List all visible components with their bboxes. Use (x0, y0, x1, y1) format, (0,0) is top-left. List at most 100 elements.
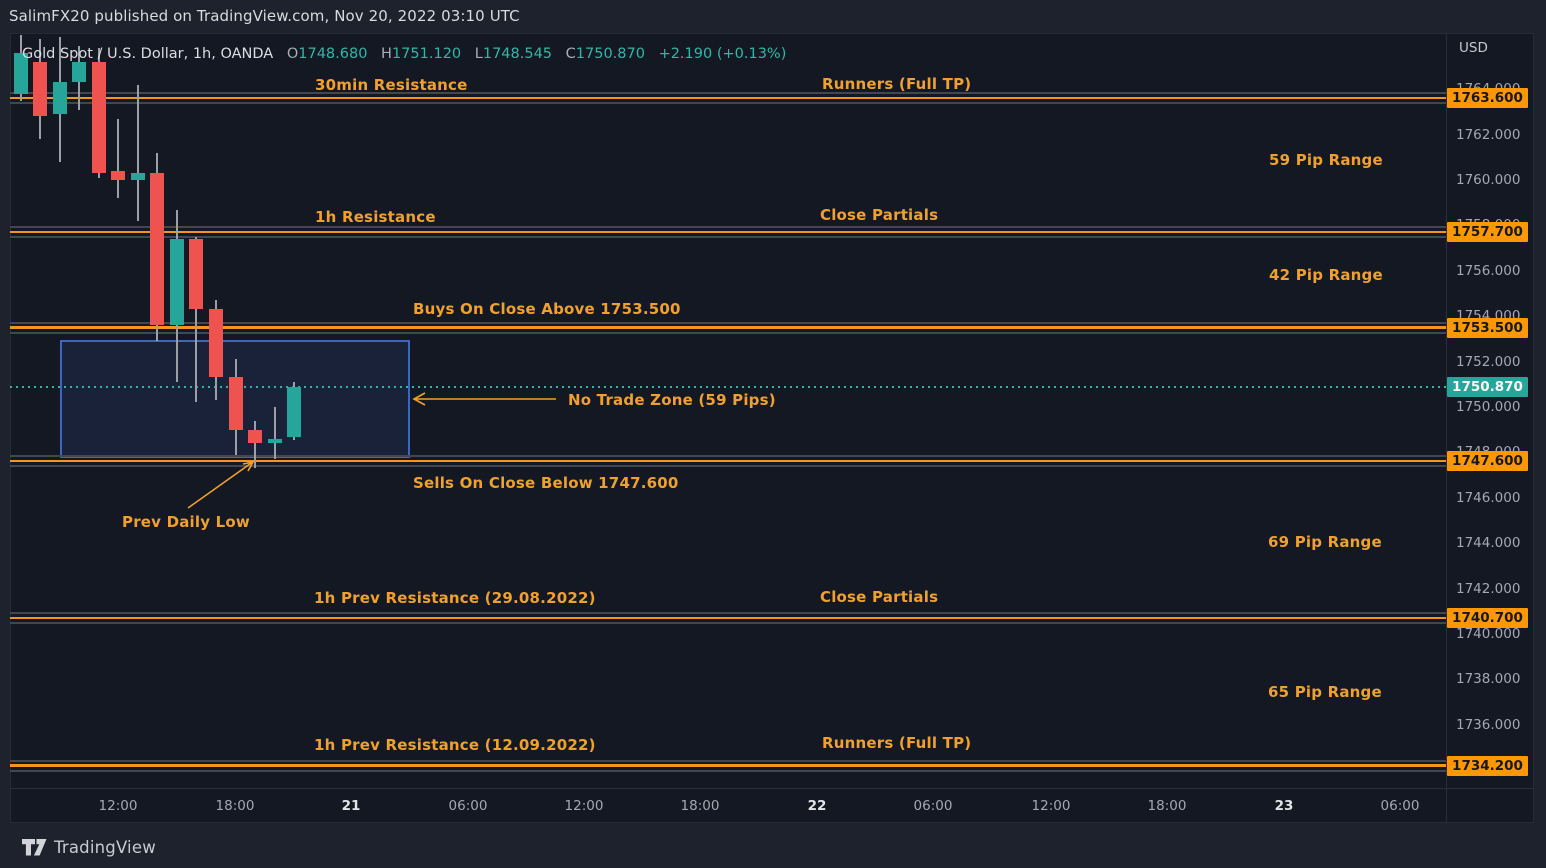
symbol-title: Gold Spot / U.S. Dollar, 1h, OANDA (22, 46, 274, 62)
time-axis-tick[interactable]: 12:00 (1031, 798, 1071, 814)
level-line[interactable] (10, 230, 1446, 234)
price-axis-tick[interactable]: 1742.000 (1456, 580, 1521, 597)
time-axis-tick[interactable]: 12:00 (98, 798, 138, 814)
level-band-top (10, 92, 1446, 95)
open-value: 1748.680 (298, 46, 368, 62)
price-axis-separator (1446, 33, 1447, 823)
candle-wick (195, 236, 198, 403)
price-axis-tick[interactable]: 1738.000 (1456, 671, 1521, 688)
chart-annotation-label[interactable]: No Trade Zone (59 Pips) (568, 391, 776, 409)
price-axis-tick[interactable]: 1736.000 (1456, 716, 1521, 733)
chart-annotation-label[interactable]: 1h Prev Resistance (12.09.2022) (314, 736, 596, 754)
price-axis-tick[interactable]: 1746.000 (1456, 489, 1521, 506)
current-price-line (10, 386, 1446, 389)
chart-annotation-label[interactable]: Buys On Close Above 1753.500 (413, 300, 681, 318)
level-band-bottom (10, 236, 1446, 239)
level-price-label: 1734.200 (1447, 755, 1528, 776)
level-band-top (10, 226, 1446, 229)
candlestick (248, 429, 263, 444)
candlestick (209, 309, 223, 378)
high-label: H (381, 46, 392, 62)
level-band-bottom (10, 769, 1446, 772)
price-axis-tick[interactable]: 1744.000 (1456, 535, 1521, 552)
time-axis-tick[interactable]: 18:00 (1147, 798, 1187, 814)
change-value: +2.190 (+0.13%) (658, 46, 787, 62)
chart-annotation-label[interactable]: Close Partials (820, 588, 939, 606)
chart-annotation-label[interactable]: Runners (Full TP) (822, 734, 972, 752)
tradingview-brand-link[interactable]: TradingView (22, 837, 156, 857)
price-axis-tick[interactable]: 1760.000 (1456, 172, 1521, 188)
symbol-legend[interactable]: Gold Spot / U.S. Dollar, 1h, OANDA O1748… (22, 46, 786, 62)
level-price-label: 1740.700 (1447, 608, 1528, 629)
time-axis-tick[interactable]: 06:00 (448, 798, 488, 814)
candlestick (267, 438, 282, 444)
level-band-top (10, 321, 1446, 324)
time-axis-tick[interactable]: 06:00 (913, 798, 953, 814)
candlestick (52, 82, 67, 115)
tradingview-brand-text: TradingView (54, 837, 156, 857)
candlestick (228, 377, 243, 430)
time-axis-tick[interactable]: 12:00 (564, 798, 604, 814)
chart-annotation-label[interactable]: 1h Prev Resistance (29.08.2022) (314, 589, 596, 607)
candlestick (130, 173, 145, 180)
chart-annotation-label[interactable]: 30min Resistance (315, 76, 468, 94)
chart-annotation-label[interactable]: 59 Pip Range (1269, 151, 1383, 169)
chart-annotation-label[interactable]: Runners (Full TP) (822, 75, 972, 93)
level-band-bottom (10, 622, 1446, 625)
candlestick (189, 239, 204, 310)
level-price-label: 1763.600 (1447, 88, 1528, 109)
chart-pane[interactable] (10, 33, 1534, 823)
level-price-label: 1747.600 (1447, 451, 1528, 472)
candlestick (287, 387, 302, 437)
time-axis-separator (10, 788, 1534, 789)
chart-annotation-label[interactable]: 65 Pip Range (1268, 683, 1382, 701)
chart-annotation-label[interactable]: 69 Pip Range (1268, 533, 1382, 551)
attribution-bar: SalimFX20 published on TradingView.com, … (0, 0, 1546, 33)
low-value: 1748.545 (482, 46, 553, 62)
candle-wick (136, 84, 139, 221)
time-axis-tick[interactable]: 22 (807, 798, 827, 814)
high-value: 1751.120 (391, 46, 462, 62)
level-band-bottom (10, 102, 1446, 105)
price-axis-tick[interactable]: 1750.000 (1456, 399, 1521, 415)
close-label: C (565, 46, 576, 62)
time-axis-tick[interactable]: 18:00 (680, 798, 720, 814)
price-axis-tick[interactable]: 1756.000 (1456, 262, 1521, 279)
time-axis-tick[interactable]: 21 (341, 798, 361, 814)
level-price-label: 1757.700 (1447, 222, 1528, 243)
price-axis-tick[interactable]: 1740.000 (1456, 626, 1521, 642)
chart-annotation-label[interactable]: 1h Resistance (315, 208, 436, 226)
level-band-bottom (10, 465, 1446, 468)
level-line[interactable] (10, 326, 1446, 329)
chart-annotation-label[interactable]: Close Partials (820, 206, 939, 224)
price-axis-tick[interactable]: 1762.000 (1456, 126, 1521, 143)
level-line[interactable] (10, 764, 1446, 767)
level-band-top (10, 759, 1446, 762)
time-axis-tick[interactable]: 06:00 (1380, 798, 1420, 814)
level-line[interactable] (10, 96, 1446, 100)
chart-annotation-label[interactable]: 42 Pip Range (1269, 266, 1383, 284)
candlestick (33, 61, 48, 117)
candle-wick (273, 407, 276, 460)
close-value: 1750.870 (575, 46, 645, 62)
currency-label[interactable]: USD (1459, 40, 1488, 56)
level-band-top (10, 455, 1446, 458)
candlestick (111, 170, 126, 180)
open-label: O (286, 46, 299, 62)
candle-wick (117, 118, 120, 199)
chart-annotation-label[interactable]: Sells On Close Below 1747.600 (413, 474, 679, 492)
candlestick (13, 52, 28, 94)
candlestick (169, 239, 184, 326)
time-axis-tick[interactable]: 18:00 (215, 798, 255, 814)
current-price-label: 1750.870 (1447, 377, 1528, 398)
candlestick (72, 61, 87, 83)
level-price-label: 1753.500 (1447, 317, 1528, 338)
time-axis-tick[interactable]: 23 (1274, 798, 1294, 814)
level-line[interactable] (10, 616, 1446, 620)
publisher-line: SalimFX20 published on TradingView.com, … (9, 7, 520, 25)
level-line[interactable] (10, 459, 1446, 463)
price-axis-tick[interactable]: 1752.000 (1456, 353, 1521, 370)
candle-wick (254, 420, 257, 469)
chart-annotation-label[interactable]: Prev Daily Low (122, 513, 250, 531)
level-band-bottom (10, 331, 1446, 334)
